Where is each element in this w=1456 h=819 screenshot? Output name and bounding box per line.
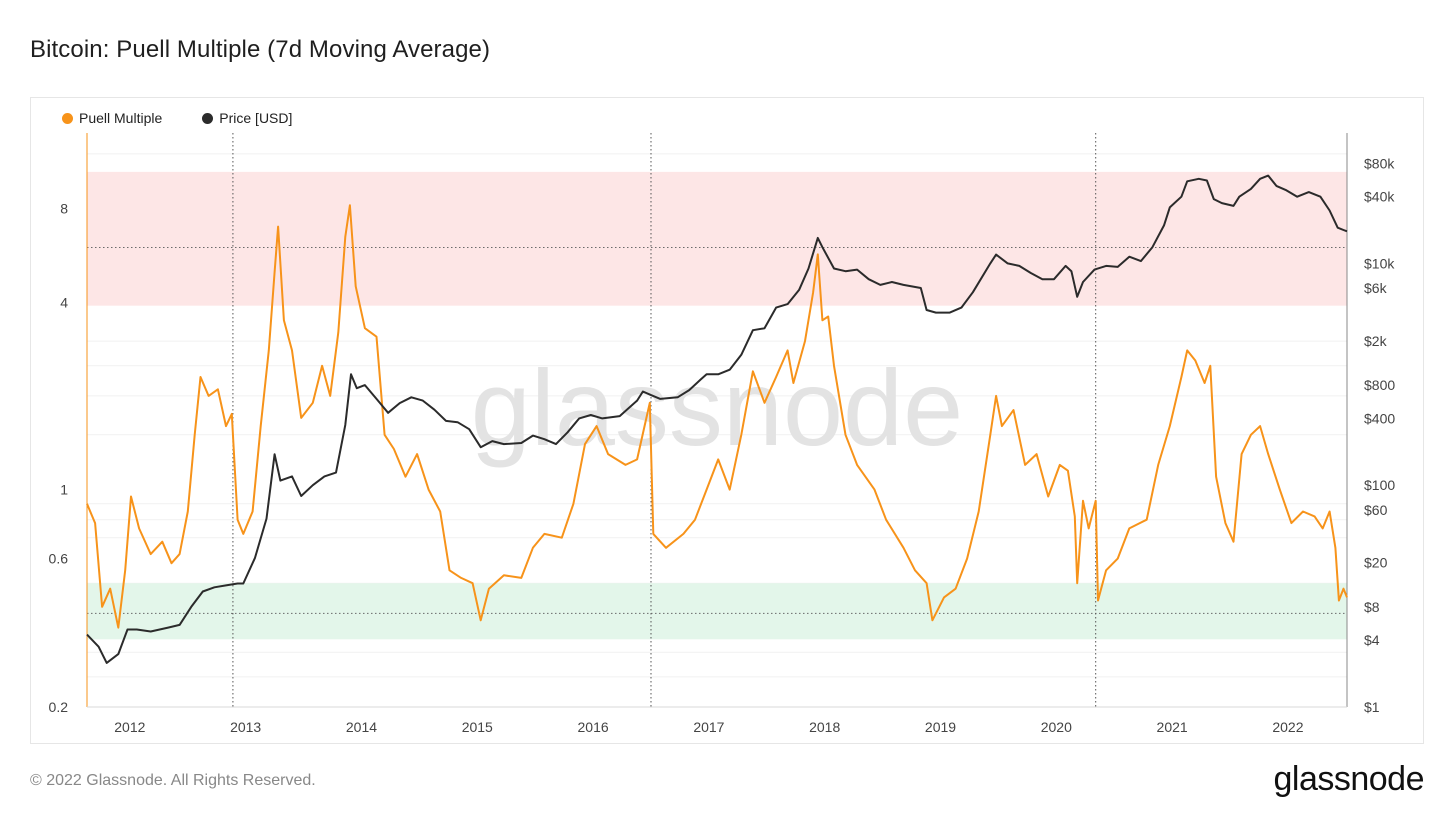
y-right-tick-label: $6k [1364, 280, 1388, 296]
legend-label: Puell Multiple [79, 110, 163, 126]
legend: Puell Multiple Price [USD] [62, 110, 292, 126]
y-right-tick-label: $80k [1364, 155, 1395, 171]
x-tick-label: 2014 [346, 719, 377, 735]
x-tick-label: 2016 [578, 719, 609, 735]
watermark: glassnode [471, 347, 963, 468]
x-tick-label: 2013 [230, 719, 261, 735]
y-right-tick-label: $20 [1364, 555, 1388, 571]
y-right-tick-label: $100 [1364, 477, 1395, 493]
chart-frame [30, 97, 1424, 744]
y-right-tick-label: $4 [1364, 632, 1380, 648]
x-tick-label: 2020 [1041, 719, 1072, 735]
y-right-tick-label: $10k [1364, 255, 1395, 271]
y-right-tick-label: $800 [1364, 377, 1395, 393]
x-tick-label: 2012 [114, 719, 145, 735]
x-tick-label: 2019 [925, 719, 956, 735]
glassnode-logo: glassnode [1273, 760, 1424, 798]
y-right-tick-label: $60 [1364, 502, 1388, 518]
y-left-tick-label: 8 [60, 201, 68, 217]
legend-dot-icon [62, 112, 73, 124]
x-tick-label: 2017 [693, 719, 724, 735]
series-line-puell [86, 204, 1348, 629]
y-right-tick-label: $40k [1364, 189, 1395, 205]
copyright-text: © 2022 Glassnode. All Rights Reserved. [30, 772, 316, 789]
band-undervalued [87, 583, 1347, 640]
band-overheated [87, 171, 1347, 306]
x-tick-label: 2022 [1272, 719, 1303, 735]
y-left-tick-label: 0.6 [49, 551, 69, 567]
series-line-price [86, 174, 1348, 664]
x-tick-label: 2018 [809, 719, 840, 735]
y-left-tick-label: 4 [60, 294, 68, 310]
y-right-tick-label: $1 [1364, 699, 1380, 715]
y-right-tick-label: $2k [1364, 333, 1388, 349]
y-right-tick-label: $8 [1364, 599, 1380, 615]
legend-label: Price [USD] [219, 110, 293, 126]
y-left-tick-label: 1 [60, 482, 68, 498]
y-left-tick-label: 0.2 [49, 699, 69, 715]
chart-title: Bitcoin: Puell Multiple (7d Moving Avera… [30, 36, 491, 63]
legend-item-price[interactable]: Price [USD] [202, 110, 292, 126]
x-tick-label: 2015 [462, 719, 493, 735]
legend-dot-icon [202, 112, 214, 124]
y-right-tick-label: $400 [1364, 410, 1395, 426]
x-tick-label: 2021 [1157, 719, 1188, 735]
legend-item-puell[interactable]: Puell Multiple [62, 110, 162, 126]
